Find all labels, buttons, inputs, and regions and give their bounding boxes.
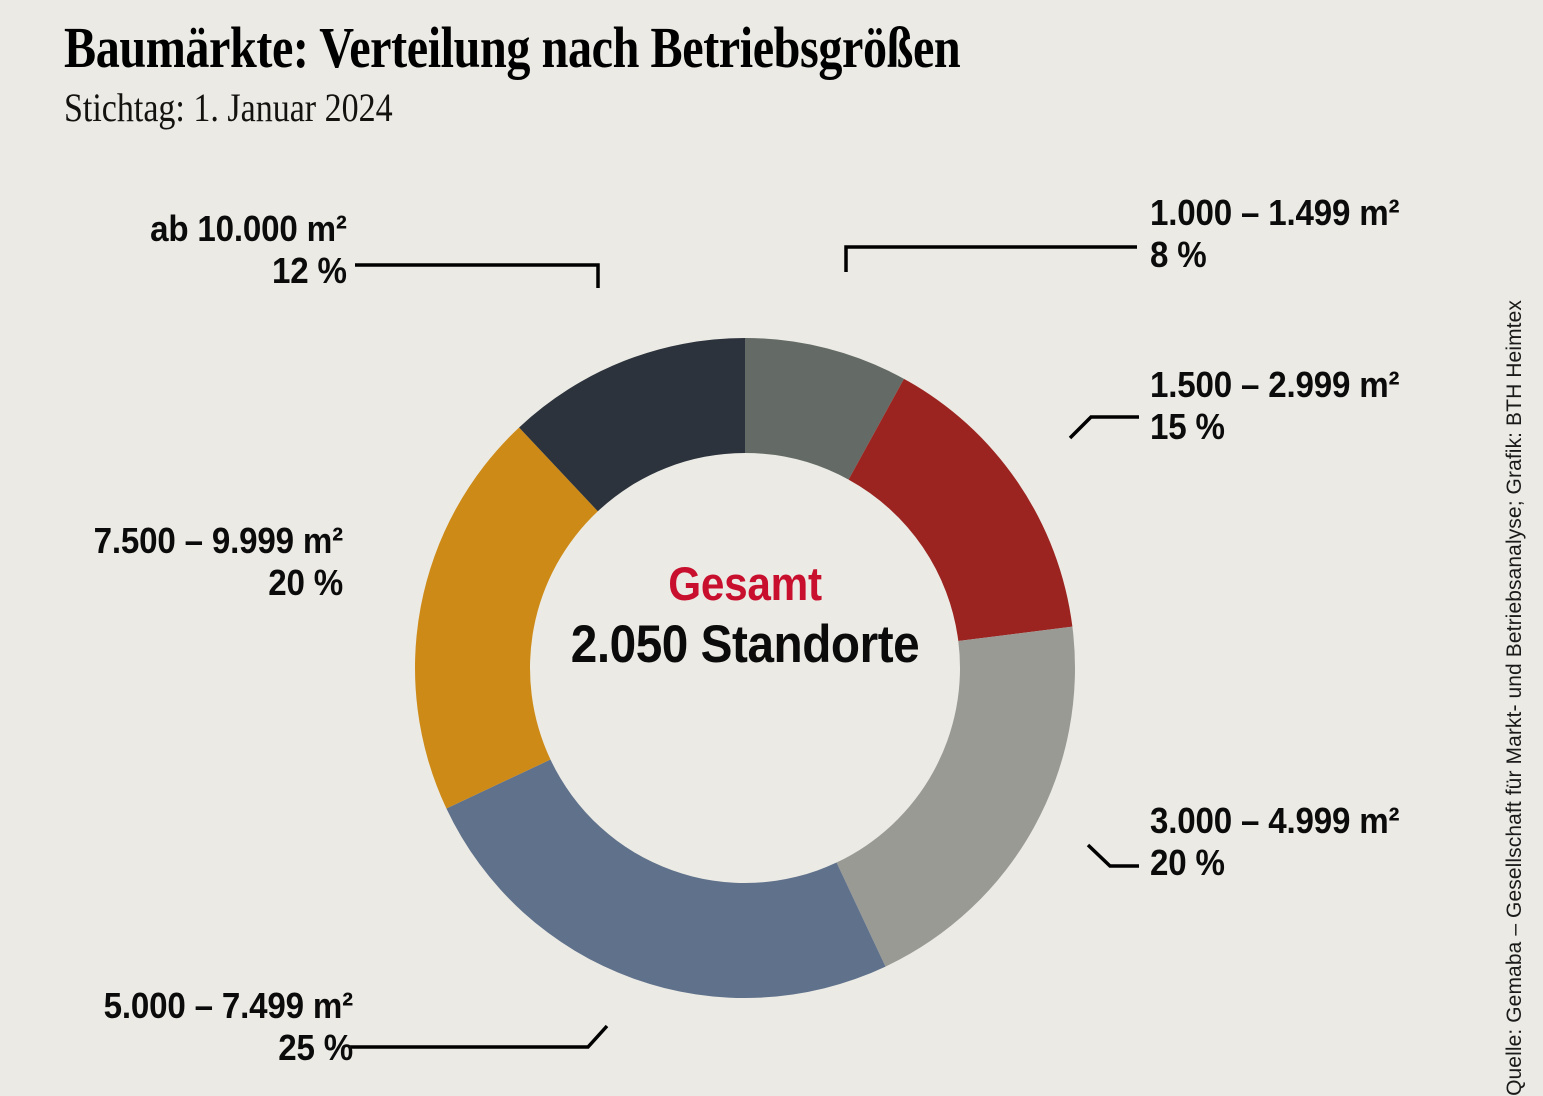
header: Baumärkte: Verteilung nach Betriebsgröße… [64,18,1444,129]
source-credit-text: Quelle: Gemaba – Gesellschaft für Markt-… [1503,300,1526,1096]
callout-percent-label: 20 % [1150,842,1225,884]
source-credit: Quelle: Gemaba – Gesellschaft für Markt-… [1493,0,1537,1096]
callout-percent-label: 20 % [268,562,343,604]
callout-size-label: 7.500 – 9.999 m² [93,520,344,561]
leader-line-10000 [355,263,600,288]
leader-line-1500 [1068,415,1139,440]
total-value: 2.050 Standorte [570,615,920,674]
donut-slice-2[interactable]: 1.500 – 2.999 m² — 15 % [848,378,1073,642]
callout-size-label: ab 10.000 m² [150,208,347,249]
donut-slice-5[interactable]: 7.500 – 9.999 m² — 20 % [414,427,598,809]
donut-slice-group: 1.000 – 1.499 m² — 8 %1.500 – 2.999 m² —… [414,338,1075,998]
callout-size-label: 1.500 – 2.999 m² [1150,364,1400,405]
callout-size-label: 1.000 – 1.499 m² [1150,192,1400,233]
callout-7500-9999[interactable]: 7.500 – 9.999 m² 20 % [72,520,344,604]
callout-percent-label: 25 % [278,1027,353,1069]
donut-slice-6[interactable]: ab 10.000 m² — 12 % [519,338,745,512]
donut-slice-4[interactable]: 5.000 – 7.499 m² — 25 % [446,759,886,998]
leader-line-1000 [844,245,1137,272]
donut-center-label: Gesamt 2.050 Standorte [530,560,960,671]
callout-size-label: 3.000 – 4.999 m² [1150,800,1400,841]
total-caption: Gesamt [668,557,822,610]
callout-5000-7499[interactable]: 5.000 – 7.499 m² 25 % [82,985,354,1069]
callout-percent-label: 15 % [1150,406,1225,448]
page-subtitle: Stichtag: 1. Januar 2024 [64,85,393,131]
callout-percent-label: 8 % [1150,234,1207,276]
page-title: Baumärkte: Verteilung nach Betriebsgröße… [64,15,961,80]
callout-ab-10000[interactable]: ab 10.000 m² 12 % [133,208,347,292]
leader-line-3000 [1086,843,1139,868]
callout-1000-1499[interactable]: 1.000 – 1.499 m² 8 % [1150,192,1421,276]
callout-1500-2999[interactable]: 1.500 – 2.999 m² 15 % [1150,364,1421,448]
callout-size-label: 5.000 – 7.499 m² [103,985,354,1026]
donut-slice-3[interactable]: 3.000 – 4.999 m² — 20 % [836,626,1075,967]
callout-3000-4999[interactable]: 3.000 – 4.999 m² 20 % [1150,800,1421,884]
callout-percent-label: 12 % [272,250,347,292]
leader-line-5000 [350,1024,609,1049]
donut-slice-1[interactable]: 1.000 – 1.499 m² — 8 % [745,338,904,480]
